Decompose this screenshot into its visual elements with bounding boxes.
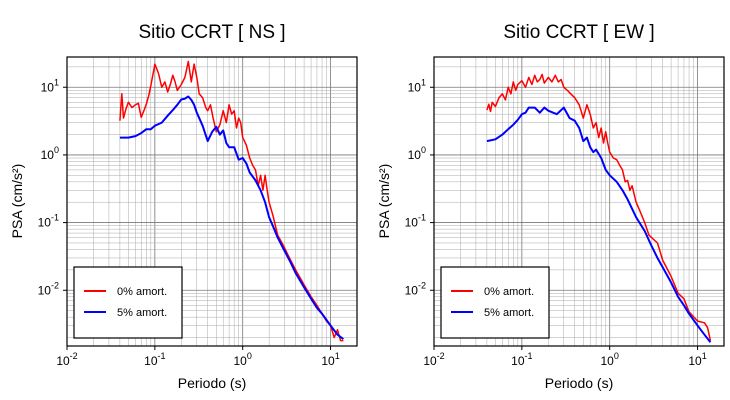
x-axis-label: Periodo (s) [545, 375, 613, 391]
y-tick-label: 10-2 [405, 280, 426, 297]
x-tick-label: 10-1 [144, 351, 165, 368]
legend-label-0: 0% amort. [484, 286, 534, 298]
y-tick-label: 101 [41, 77, 59, 94]
x-tick-label: 10-2 [423, 351, 444, 368]
y-tick-label: 100 [41, 145, 59, 162]
y-tick-label: 101 [408, 77, 426, 94]
chart-panel-ns: Sitio CCRT [ NS ] 10-2 10-1 100 101 1011001… [9, 22, 358, 391]
legend: 0% amort. 5% amort. [73, 266, 183, 339]
chart-title: Sitio CCRT [ EW ] [503, 22, 654, 43]
y-axis-label: PSA (cm/s²) [9, 164, 25, 239]
chart-title: Sitio CCRT [ NS ] [138, 22, 285, 43]
x-tick-label: 10-2 [56, 351, 77, 368]
x-tick-labels: 10-2 10-1 100 101 [423, 346, 707, 368]
series-line [119, 95, 344, 340]
x-axis-label: Periodo (s) [178, 375, 246, 391]
series-line [119, 60, 344, 342]
x-tick-label: 101 [321, 351, 339, 368]
series-line [486, 106, 712, 343]
chart-panel-ew: Sitio CCRT [ EW ] 10-2 10-1 100 101 1011001… [376, 22, 725, 391]
x-tick-label: 101 [688, 351, 706, 368]
y-axis-label: PSA (cm/s²) [376, 164, 392, 239]
legend-box [440, 266, 550, 339]
series-1-line [486, 106, 712, 343]
y-tick-labels: 101 100 10-1 10-2 [405, 77, 434, 297]
plot-frame [66, 56, 358, 347]
x-tick-labels: 10-2 10-1 100 101 [56, 346, 340, 368]
y-tick-label: 10-2 [38, 280, 59, 297]
x-tick-label: 100 [234, 351, 252, 368]
series-line [486, 73, 712, 341]
y-tick-label: 10-1 [405, 213, 426, 230]
y-tick-label: 10-1 [38, 213, 59, 230]
x-tick-label: 100 [601, 351, 619, 368]
series-0-line [486, 73, 712, 341]
legend-label-1: 5% amort. [484, 307, 534, 319]
legend-label-0: 0% amort. [117, 286, 167, 298]
legend-box [73, 266, 183, 339]
y-tick-labels: 101 100 10-1 10-2 [38, 77, 67, 297]
legend: 0% amort. 5% amort. [440, 266, 550, 339]
x-tick-label: 10-1 [511, 351, 532, 368]
series-0-line [119, 60, 344, 342]
series-1-line [119, 95, 344, 340]
legend-label-1: 5% amort. [117, 307, 167, 319]
y-tick-label: 100 [408, 145, 426, 162]
plot-frame [433, 56, 725, 347]
